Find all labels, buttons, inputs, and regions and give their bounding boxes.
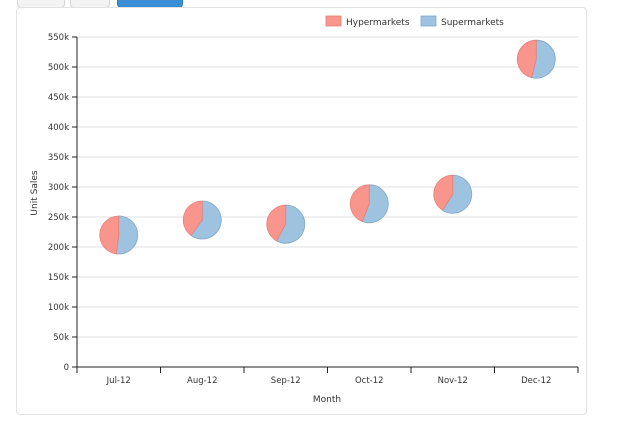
- pie-markers: [99, 39, 556, 255]
- y-tick-label: 200k: [48, 243, 69, 253]
- y-tick-label: 550k: [48, 33, 69, 43]
- y-tick-label: 100k: [48, 303, 69, 313]
- x-tick-label: Sep-12: [271, 376, 301, 386]
- pie-slice-hypermarkets: [266, 204, 287, 242]
- pie-marker: [349, 184, 389, 224]
- chart-card: [16, 7, 587, 415]
- x-axis-title: Month: [313, 395, 341, 405]
- legend-item: Supermarkets: [420, 15, 504, 28]
- pie-slice-supermarkets: [190, 200, 222, 240]
- pie-slice-hypermarkets: [433, 174, 454, 211]
- y-tick-label: 150k: [48, 273, 69, 283]
- axes: [76, 37, 578, 368]
- y-tick-label: 400k: [48, 123, 69, 133]
- pie-marker: [433, 174, 473, 214]
- x-tick-label: Oct-12: [355, 376, 384, 386]
- y-tick-label: 250k: [48, 213, 69, 223]
- x-axis-ticks: Jul-12 Aug-12 Sep-12 Oct-12 Nov-12 Dec-12: [76, 367, 579, 386]
- pie-marker: [99, 215, 139, 255]
- pie-slice-supermarkets: [442, 174, 473, 214]
- legend-swatch: [325, 15, 342, 27]
- y-tick-label: 50k: [53, 333, 69, 343]
- pie-slice-supermarkets: [115, 215, 139, 255]
- y-tick-label: 500k: [48, 63, 69, 73]
- pie-marker: [516, 39, 556, 79]
- y-tick-label: 300k: [48, 183, 69, 193]
- pie-slice-hypermarkets: [99, 215, 120, 255]
- pie-slice-supermarkets: [531, 39, 556, 79]
- pie-slice-hypermarkets: [182, 200, 203, 236]
- y-tick-label: 450k: [48, 93, 69, 103]
- pie-slice-hypermarkets: [349, 184, 370, 222]
- legend-swatch: [420, 15, 437, 27]
- pie-marker: [182, 200, 222, 240]
- pie-marker: [266, 204, 306, 244]
- y-tick-label: 0: [64, 363, 69, 373]
- legend-label: Hypermarkets: [346, 18, 410, 28]
- x-tick-label: Dec-12: [521, 376, 551, 386]
- legend-item: Hypermarkets: [325, 15, 410, 28]
- x-tick-label: Jul-12: [106, 376, 131, 386]
- pie-slice-hypermarkets: [516, 39, 537, 79]
- pie-slice-supermarkets: [276, 204, 306, 244]
- x-tick-label: Aug-12: [187, 376, 217, 386]
- legend: Hypermarkets Supermarkets: [325, 15, 504, 28]
- y-tick-label: 350k: [48, 153, 69, 163]
- y-axis-ticks: 0 50k 100k 150k 200k 250k 300k 350k 400k 450k 500k…: [48, 33, 77, 373]
- pie-slice-supermarkets: [361, 184, 389, 224]
- x-tick-label: Nov-12: [438, 376, 468, 386]
- y-axis-title: Unit Sales: [30, 170, 40, 215]
- gridlines: [77, 36, 578, 338]
- legend-label: Supermarkets: [441, 18, 504, 28]
